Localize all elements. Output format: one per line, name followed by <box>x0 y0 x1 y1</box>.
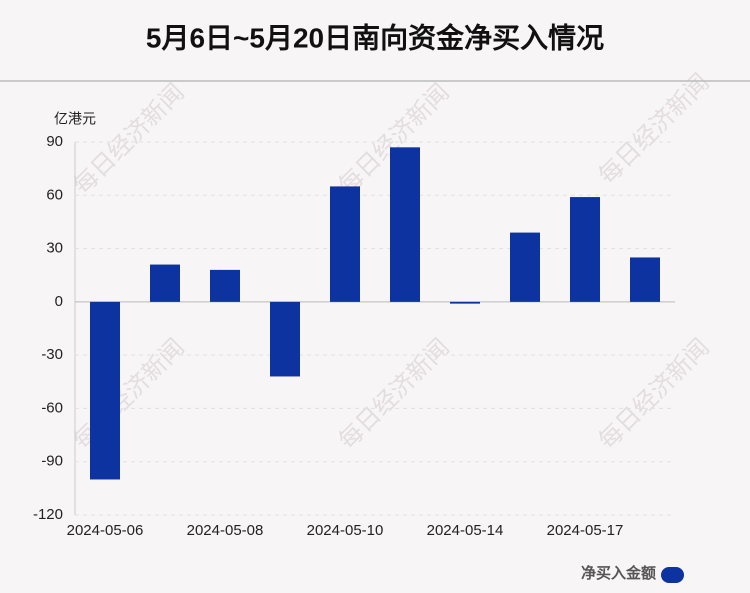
x-tick-label: 2024-05-06 <box>67 522 144 539</box>
x-tick-label: 2024-05-17 <box>547 522 624 539</box>
y-tick-label: -60 <box>41 399 63 416</box>
x-tick-label: 2024-05-14 <box>427 522 504 539</box>
y-tick-label: 30 <box>46 240 63 257</box>
bar <box>330 186 360 302</box>
bar <box>450 301 480 304</box>
bar <box>570 197 600 302</box>
bar <box>90 301 120 480</box>
y-tick-label: -90 <box>41 453 63 470</box>
y-tick-label: 60 <box>46 186 63 203</box>
x-tick-label: 2024-05-10 <box>307 522 384 539</box>
legend: 净买入金额 <box>581 564 684 583</box>
bar <box>210 269 240 302</box>
y-tick-label: 0 <box>55 293 63 310</box>
legend-swatch <box>661 567 684 583</box>
y-tick-label: 90 <box>46 133 63 150</box>
x-tick-label: 2024-05-08 <box>187 522 264 539</box>
y-tick-label: -30 <box>41 346 63 363</box>
bar <box>270 301 300 377</box>
bar <box>390 147 420 302</box>
bar <box>150 264 180 302</box>
y-axis-label: 亿港元 <box>54 111 96 127</box>
legend-label: 净买入金额 <box>581 564 656 582</box>
y-tick-label: -120 <box>33 506 63 523</box>
bar <box>630 257 660 302</box>
chart-title: 5月6日~5月20日南向资金净买入情况 <box>146 21 604 53</box>
bar <box>510 232 540 302</box>
